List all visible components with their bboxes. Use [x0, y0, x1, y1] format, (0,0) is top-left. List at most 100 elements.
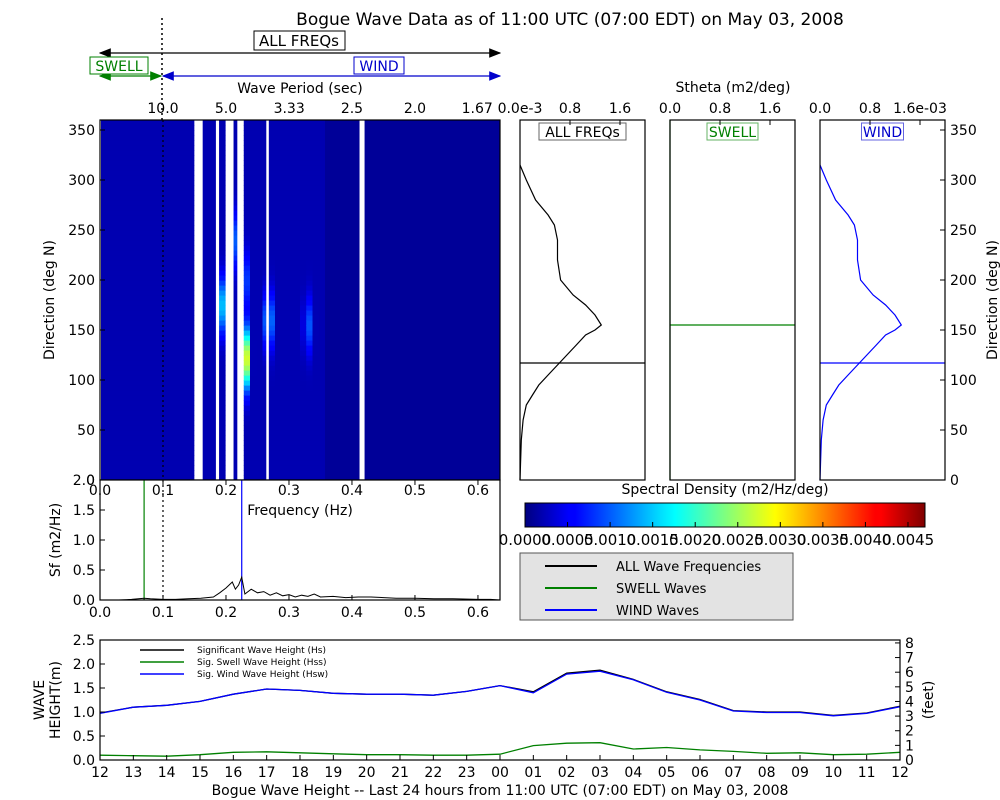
heatmap-cell [406, 315, 414, 321]
heatmap-cell [468, 270, 476, 276]
heatmap-cell [443, 140, 451, 146]
heatmap-cell [350, 160, 357, 166]
heatmap-cell [268, 335, 276, 341]
heatmap-cell [387, 175, 395, 181]
heatmap-cell [112, 220, 120, 226]
heatmap-cell [343, 375, 351, 381]
heatmap-cell [362, 365, 370, 371]
heatmap-cell [187, 305, 195, 311]
heatmap-cell [456, 320, 464, 326]
heatmap-cell [481, 265, 489, 271]
heatmap-cell [431, 200, 439, 206]
heatmap-cell [218, 235, 226, 241]
heatmap-cell [143, 305, 151, 311]
heatmap-cell [112, 340, 120, 346]
heatmap-cell [206, 345, 214, 351]
heatmap-cell [243, 440, 251, 446]
heatmap-cell [187, 185, 195, 191]
heatmap-cell [162, 385, 170, 391]
heatmap-cell [425, 445, 432, 451]
heatmap-cell [368, 180, 376, 186]
heatmap-cell [331, 175, 339, 181]
heatmap-cell [343, 210, 351, 216]
heatmap-cell [231, 360, 239, 366]
heatmap-cell [468, 420, 476, 426]
heatmap-cell [281, 300, 289, 306]
heatmap-cell [162, 440, 170, 446]
heatmap-cell [256, 355, 264, 361]
heatmap-cell [287, 410, 295, 416]
heatmap-cell [143, 405, 151, 411]
heatmap-cell [487, 300, 495, 306]
heatmap-cell [106, 270, 114, 276]
heatmap-cell [375, 430, 382, 436]
heatmap-cell [106, 180, 114, 186]
heatmap-cell [101, 130, 107, 136]
heatmap-cell [118, 255, 126, 261]
heatmap-cell [487, 200, 495, 206]
heatmap-cell [475, 475, 482, 480]
wave-period-tick: 5.0 [215, 101, 237, 117]
heatmap-cell [325, 450, 332, 456]
heatmap-cell [318, 120, 326, 126]
heatmap-cell [168, 335, 176, 341]
heatmap-cell [231, 275, 239, 281]
heatmap-cell [218, 245, 226, 251]
heatmap-cell [168, 155, 176, 161]
heatmap-cell [443, 305, 451, 311]
heatmap-cell [337, 180, 345, 186]
heatmap-cell [381, 310, 389, 316]
heatmap-cell [106, 450, 114, 456]
heatmap-cell [293, 215, 301, 221]
wave-height-xtick-label: 20 [358, 765, 376, 781]
heatmap-cell [318, 185, 326, 191]
heatmap-cell [412, 305, 420, 311]
heatmap-cell [437, 160, 445, 166]
heatmap-cell [143, 235, 151, 241]
heatmap-cell [275, 325, 282, 331]
heatmap-cell [475, 205, 482, 211]
swell-tag: SWELL [95, 59, 142, 75]
heatmap-cell [162, 470, 170, 476]
heatmap-cell [118, 305, 126, 311]
heatmap-cell [381, 145, 389, 151]
heatmap-cell [350, 375, 357, 381]
heatmap-cell [437, 165, 445, 171]
heatmap-cell [300, 215, 307, 221]
heatmap-cell [243, 175, 251, 181]
heatmap-cell [118, 320, 126, 326]
heatmap-cell [206, 205, 214, 211]
heatmap-cell [306, 270, 314, 276]
heatmap-cell [300, 435, 307, 441]
heatmap-cell [450, 340, 457, 346]
heatmap-cell [281, 385, 289, 391]
heatmap-cell [231, 340, 239, 346]
heatmap-cell [406, 450, 414, 456]
heatmap-xtick-label: 0.0 [89, 483, 111, 499]
heatmap-cell [418, 205, 426, 211]
heatmap-cell [450, 445, 457, 451]
heatmap-cell [143, 475, 151, 480]
heatmap-cell [250, 205, 257, 211]
heatmap-ytick-label: 300 [68, 173, 95, 189]
heatmap-cell [318, 210, 326, 216]
heatmap-cell [362, 245, 370, 251]
heatmap-cell [275, 375, 282, 381]
heatmap-cell [425, 390, 432, 396]
heatmap-cell [106, 175, 114, 181]
heatmap-cell [262, 270, 270, 276]
heatmap-cell [256, 385, 264, 391]
heatmap-cell [250, 300, 257, 306]
heatmap-cell [425, 130, 432, 136]
heatmap-cell [118, 425, 126, 431]
heatmap-cell [437, 265, 445, 271]
heatmap-cell [481, 205, 489, 211]
heatmap-cell [156, 185, 164, 191]
heatmap-cell [106, 200, 114, 206]
wave-height-y2tick-label: 6 [905, 665, 914, 681]
heatmap-cell [243, 390, 251, 396]
heatmap-cell [250, 250, 257, 256]
heatmap-cell [375, 415, 382, 421]
heatmap-cell [418, 465, 426, 471]
heatmap-cell [143, 285, 151, 291]
